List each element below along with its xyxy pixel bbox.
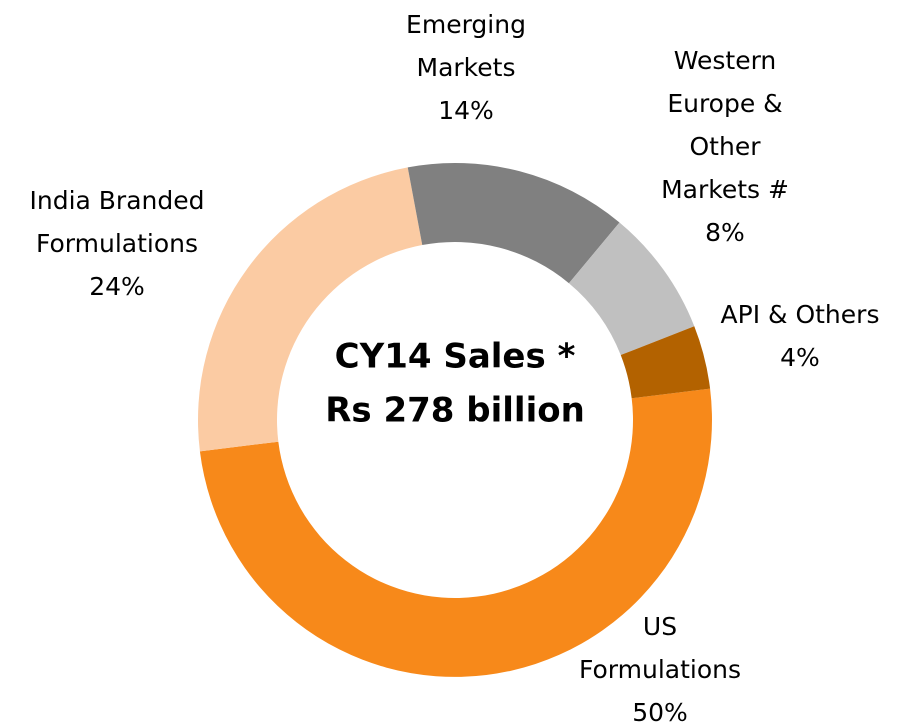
donut-segment [198, 167, 423, 452]
segment-label: Formulations [36, 229, 198, 258]
donut-segment [620, 326, 711, 399]
segment-label: Other [690, 132, 762, 161]
segment-value-label: 4% [780, 343, 820, 372]
center-title: CY14 Sales * [335, 337, 576, 377]
donut-segment [568, 222, 695, 356]
segment-label: Formulations [579, 655, 741, 684]
segment-label: Markets # [661, 175, 789, 204]
segment-label: API & Others [721, 300, 880, 329]
donut-segment [407, 163, 620, 284]
segment-value-label: 24% [89, 272, 145, 301]
segment-value-label: 50% [632, 698, 688, 725]
segment-label: Emerging [406, 10, 526, 39]
center-subtitle: Rs 278 billion [325, 391, 585, 431]
segment-label: India Branded [29, 186, 204, 215]
segment-label: Western [674, 46, 777, 75]
donut-segment [199, 388, 712, 677]
segment-label: US [643, 612, 677, 641]
segment-label: Europe & [667, 89, 782, 118]
segment-value-label: 14% [438, 96, 494, 125]
segment-value-label: 8% [705, 218, 745, 247]
segment-label: Markets [417, 53, 516, 82]
